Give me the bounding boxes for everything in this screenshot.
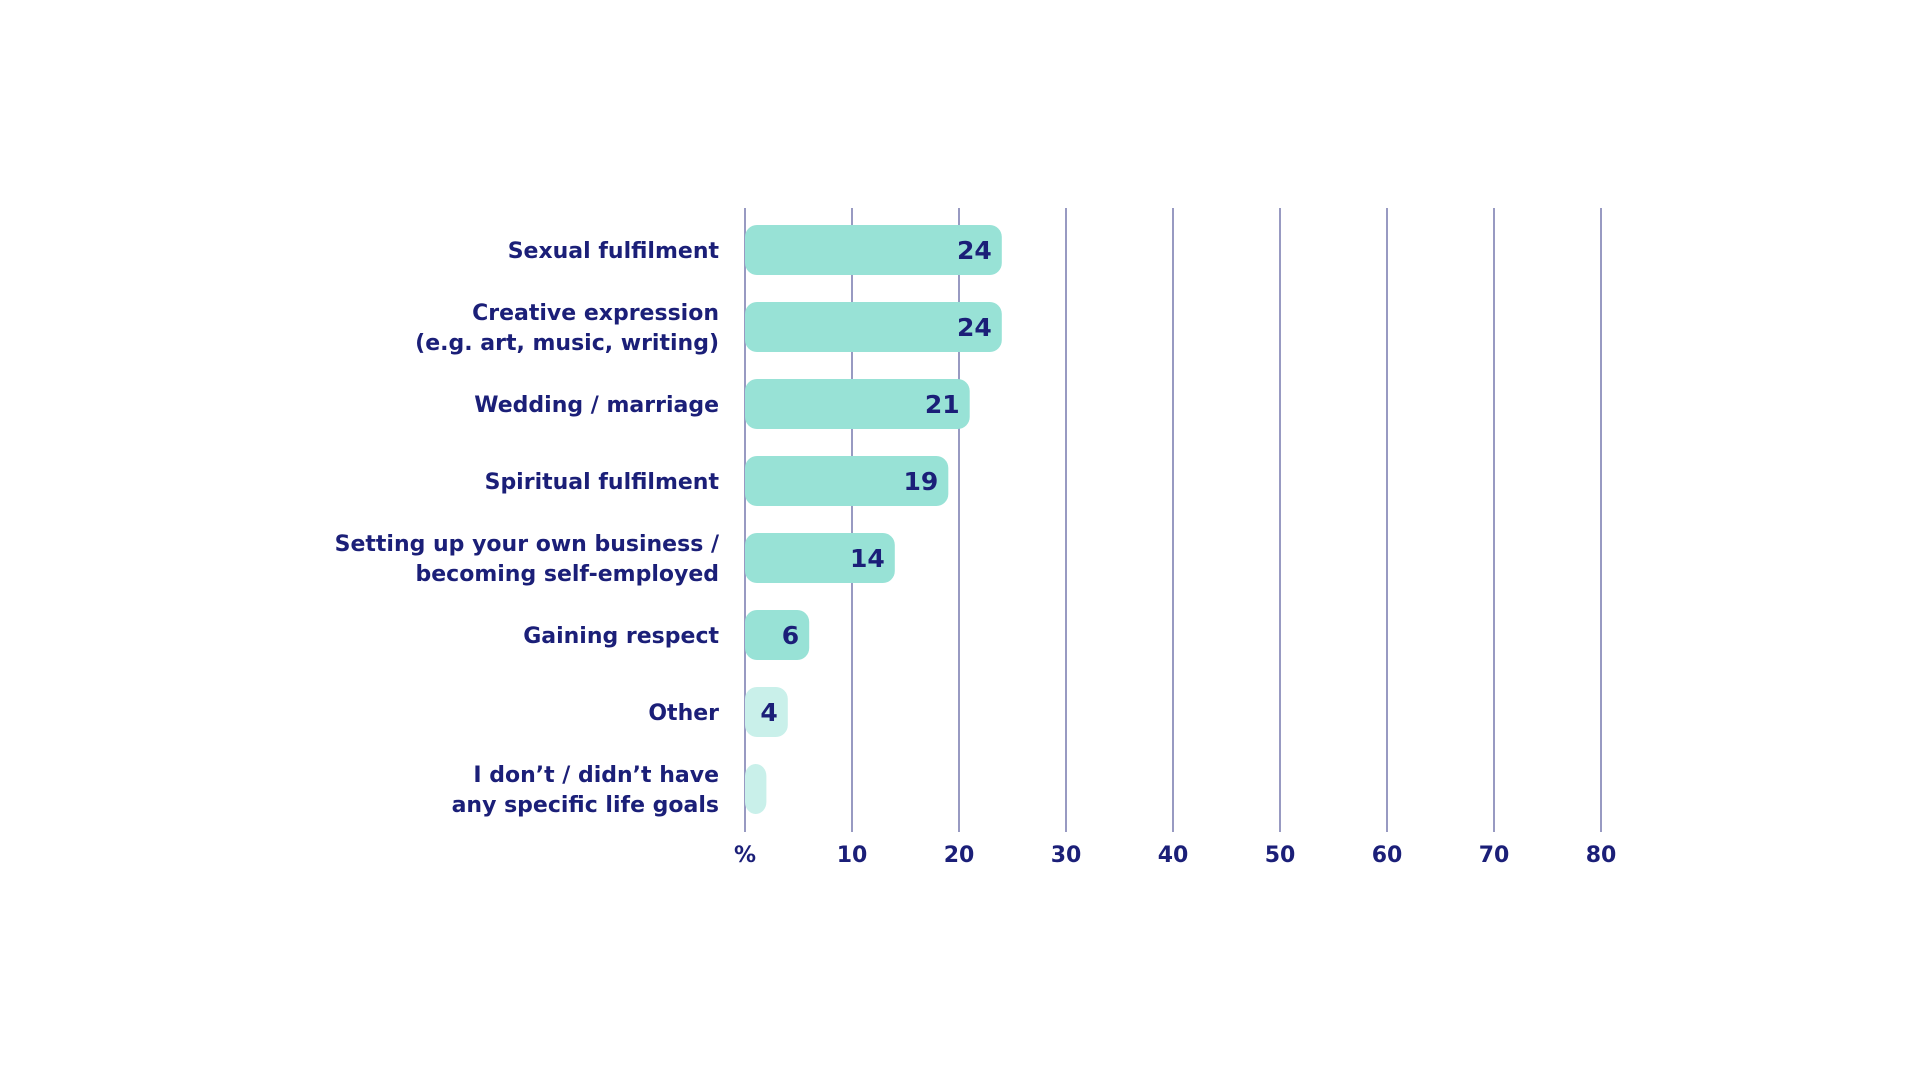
bar <box>745 610 810 660</box>
bar <box>745 533 895 583</box>
x-tick-label: 10 <box>837 843 868 868</box>
category-label: Spiritual fulfilment <box>485 470 720 495</box>
x-tick-label: 30 <box>1051 843 1082 868</box>
value-label: 19 <box>904 467 939 496</box>
x-tick-label: 40 <box>1158 843 1189 868</box>
x-tick-label: 20 <box>944 843 975 868</box>
value-label: 21 <box>925 390 960 419</box>
value-label: 4 <box>760 698 777 727</box>
x-tick-label: % <box>734 843 756 868</box>
x-tick-label: 80 <box>1586 843 1617 868</box>
category-label-line: becoming self-employed <box>416 562 720 587</box>
category-label-line: Gaining respect <box>523 624 719 649</box>
category-label: Sexual fulfilment <box>508 239 720 264</box>
x-tick-label: 70 <box>1479 843 1510 868</box>
x-tick-label: 60 <box>1372 843 1403 868</box>
value-label: 24 <box>957 313 992 342</box>
x-tick-label: 50 <box>1265 843 1296 868</box>
category-label-line: Spiritual fulfilment <box>485 470 720 495</box>
category-label-line: Sexual fulfilment <box>508 239 720 264</box>
category-label-line: Wedding / marriage <box>474 393 719 418</box>
category-label: Other <box>648 701 719 726</box>
bars <box>745 225 1002 814</box>
category-label-line: I don’t / didn’t have <box>473 763 719 788</box>
category-label: Setting up your own business / becoming s… <box>335 532 720 587</box>
bar <box>745 687 788 737</box>
value-label: 24 <box>957 236 992 265</box>
category-label-line: (e.g. art, music, writing) <box>415 331 719 356</box>
bar <box>745 456 949 506</box>
value-label: 14 <box>850 544 885 573</box>
bar <box>745 225 1002 275</box>
category-label: Gaining respect <box>523 624 719 649</box>
category-label-line: Creative expression <box>472 301 719 326</box>
category-label: I don’t / didn’t have any specific life g… <box>452 763 719 818</box>
x-axis-ticks: % 10 20 30 40 50 60 70 80 <box>734 843 1616 868</box>
value-labels: 24 24 21 19 14 6 4 <box>760 236 991 727</box>
gridlines <box>744 208 1602 832</box>
category-label-line: any specific life goals <box>452 793 719 818</box>
value-label: 6 <box>782 621 799 650</box>
bar <box>745 302 1002 352</box>
category-label: Wedding / marriage <box>474 393 719 418</box>
category-labels: Sexual fulfilment Creative expression (e.g… <box>335 239 720 818</box>
category-label: Creative expression (e.g. art, music, wri… <box>415 301 719 356</box>
category-label-line: Setting up your own business / <box>335 532 720 557</box>
bar <box>745 764 767 814</box>
bar <box>745 379 970 429</box>
category-label-line: Other <box>648 701 719 726</box>
